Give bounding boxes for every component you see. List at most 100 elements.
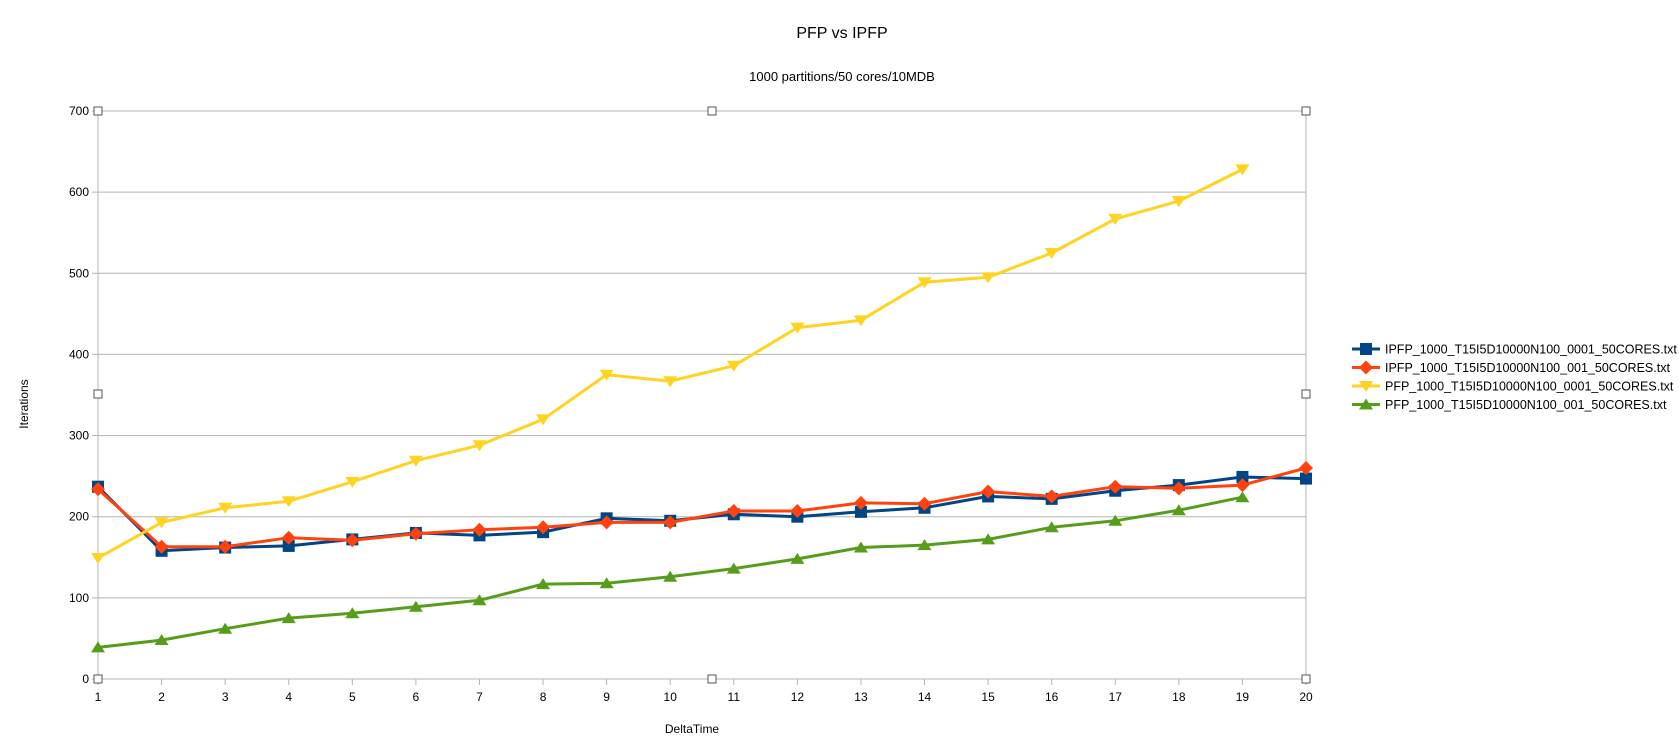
x-tick-label: 13: [854, 690, 868, 704]
selection-handle: [707, 674, 717, 684]
x-tick-label: 8: [540, 690, 547, 704]
chart-subtitle: 1000 partitions/50 cores/10MDB: [749, 69, 935, 84]
data-point: [1044, 489, 1059, 504]
data-point: [282, 539, 295, 552]
x-tick-label: 5: [349, 690, 356, 704]
data-point: [472, 440, 487, 452]
data-point: [408, 526, 423, 541]
x-tick-label: 19: [1236, 690, 1250, 704]
legend-label: IPFP_1000_T15I5D10000N100_001_50CORES.tx…: [1385, 361, 1670, 375]
data-point: [790, 322, 805, 334]
data-point: [281, 530, 296, 545]
y-tick-label: 500: [69, 266, 89, 280]
data-point: [790, 552, 805, 564]
data-point: [1299, 461, 1313, 476]
data-point: [599, 515, 614, 530]
gridlines: [98, 110, 1306, 680]
data-point: [726, 360, 741, 372]
data-point: [1235, 478, 1250, 493]
data-point: [1044, 521, 1059, 533]
x-tick-label: 1: [95, 690, 102, 704]
selection-handle: [707, 106, 717, 116]
data-point: [1108, 213, 1123, 225]
x-tick-label: 4: [285, 690, 292, 704]
x-tick-label: 2: [158, 690, 165, 704]
y-tick-label: 400: [69, 347, 89, 361]
data-point: [1044, 248, 1059, 259]
data-point: [599, 577, 614, 589]
data-point: [726, 504, 741, 519]
x-tick-label: 18: [1172, 690, 1186, 704]
data-point: [981, 272, 996, 284]
legend-marker: [1359, 360, 1373, 375]
series-4: [91, 491, 1250, 653]
legend-item-1: IPFP_1000_T15I5D10000N100_0001_50CORES.t…: [1352, 343, 1677, 357]
data-point: [853, 315, 868, 327]
series-2: [91, 461, 1313, 554]
data-point: [663, 570, 678, 582]
data-point: [1236, 470, 1249, 483]
y-tick-label: 600: [69, 185, 89, 199]
data-point: [1108, 479, 1123, 494]
data-point: [281, 612, 296, 624]
selection-handle: [1301, 106, 1311, 116]
legend-label: PFP_1000_T15I5D10000N100_001_50CORES.txt: [1385, 398, 1667, 412]
x-tick-label: 14: [918, 690, 932, 704]
data-point: [472, 594, 487, 606]
y-tick-label: 300: [69, 429, 89, 443]
y-tick-label: 100: [69, 591, 89, 605]
data-point: [854, 505, 867, 518]
legend-item-3: PFP_1000_T15I5D10000N100_0001_50CORES.tx…: [1352, 380, 1674, 394]
data-point: [981, 533, 996, 545]
data-point: [408, 455, 423, 467]
data-point: [154, 539, 169, 554]
legend-label: IPFP_1000_T15I5D10000N100_0001_50CORES.t…: [1385, 343, 1677, 357]
data-point: [663, 515, 678, 530]
x-tick-label: 12: [791, 690, 805, 704]
data-point: [853, 541, 868, 553]
data-point: [345, 607, 360, 619]
series-1: [92, 470, 1312, 557]
data-point: [1171, 504, 1186, 516]
data-point: [91, 482, 105, 497]
legend-marker: [1359, 381, 1373, 392]
data-point: [790, 504, 805, 519]
data-point: [281, 496, 296, 508]
data-point: [726, 562, 741, 574]
chart-title: PFP vs IPFP: [796, 25, 887, 42]
data-point: [218, 539, 233, 554]
data-point: [1235, 164, 1250, 176]
x-tick-label: 7: [476, 690, 483, 704]
legend-item-2: IPFP_1000_T15I5D10000N100_001_50CORES.tx…: [1352, 360, 1670, 375]
data-point: [1300, 472, 1312, 485]
data-point: [472, 522, 487, 537]
data-point: [917, 539, 932, 551]
y-tick-label: 0: [82, 672, 89, 686]
data-point: [536, 578, 551, 590]
data-point: [345, 476, 360, 488]
data-point: [1235, 491, 1250, 503]
data-point: [981, 484, 996, 499]
series-group: [91, 164, 1313, 653]
data-point: [218, 502, 233, 514]
data-point: [218, 622, 233, 634]
data-point: [536, 414, 551, 426]
x-axis-label: DeltaTime: [665, 722, 720, 736]
data-point: [91, 553, 105, 565]
data-point: [345, 533, 360, 548]
legend-label: PFP_1000_T15I5D10000N100_0001_50CORES.tx…: [1385, 380, 1674, 394]
y-axis-label: Iterations: [17, 379, 31, 428]
selection-handle: [1301, 389, 1311, 399]
selection-handle: [93, 106, 103, 116]
data-point: [917, 496, 932, 511]
data-point: [1171, 196, 1186, 208]
x-tick-label: 16: [1045, 690, 1059, 704]
data-point: [853, 495, 868, 510]
x-tick-label: 3: [222, 690, 229, 704]
x-tick-label: 11: [728, 690, 741, 704]
x-tick-label: 20: [1299, 690, 1313, 704]
series-line: [97, 168, 1244, 560]
data-point: [154, 517, 169, 529]
